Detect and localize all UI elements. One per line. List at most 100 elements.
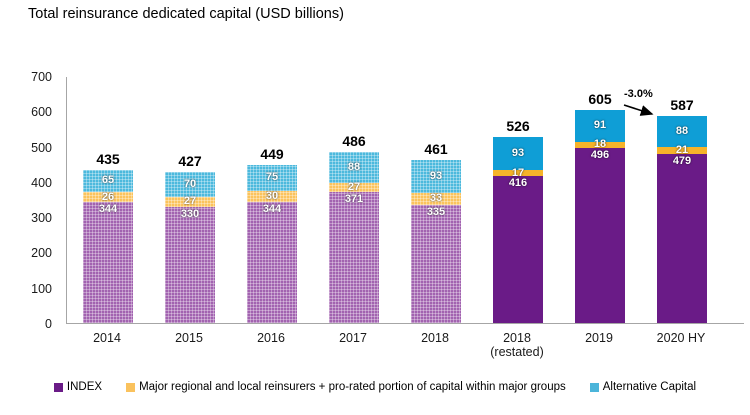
bar-segment-alternative: 65 <box>83 169 133 193</box>
bar-segment-regional: 21 <box>657 145 707 156</box>
bar-segment-index: 479 <box>657 154 707 323</box>
plot-area: 435 65 26 344 427 70 27 330 449 75 30 344 486 88 27 371… <box>66 77 744 324</box>
bar-column: 605 91 18 496 <box>559 76 641 323</box>
bar-total-label: 435 <box>96 150 120 167</box>
bar-segment-alternative: 88 <box>329 151 379 183</box>
y-axis: 0 100 200 300 400 500 600 700 <box>0 70 58 331</box>
y-axis-tick-label: 500 <box>31 140 52 155</box>
bar-segment-alternative: 88 <box>657 115 707 147</box>
x-axis-label-text: 2017 <box>339 331 367 345</box>
y-axis-tick-label: 200 <box>31 246 52 261</box>
bar-total-label: 427 <box>178 153 202 170</box>
decline-arrow-icon <box>623 104 654 116</box>
bar-total-label: 449 <box>260 145 284 162</box>
legend-item: Alternative Capital <box>589 381 697 393</box>
bar-column: 486 88 27 371 <box>313 76 395 323</box>
legend-swatch-icon <box>53 382 63 392</box>
bar-segment-index: 371 <box>329 192 379 323</box>
bar-total-label: 526 <box>506 118 530 135</box>
bar-segment-alternative: 93 <box>411 160 461 194</box>
y-axis-tick-label: 400 <box>31 175 52 190</box>
bar-segment-value: 344 <box>98 202 118 215</box>
x-axis-label: 2014 <box>66 331 148 360</box>
bar-segment-value: 416 <box>508 177 528 190</box>
x-axis-label: 2020 HY <box>640 331 722 360</box>
bar-segment-value: 75 <box>265 171 279 184</box>
x-axis-label: 2019 <box>558 331 640 360</box>
x-axis-label-text: 2019 <box>585 331 613 345</box>
bar-segment-index: 416 <box>493 176 543 323</box>
bar-stack: 587 88 21 479 <box>657 97 707 323</box>
x-axis-label: 2018 <box>394 331 476 360</box>
bar-segment-index: 344 <box>83 202 133 323</box>
bars-group: 435 65 26 344 427 70 27 330 449 75 30 344 486 88 27 371… <box>67 76 723 323</box>
bar-segment-index: 344 <box>247 202 297 323</box>
legend-label: Major regional and local reinsurers + pr… <box>139 381 566 393</box>
bar-stack: 526 93 17 416 <box>493 118 543 323</box>
bar-stack: 435 65 26 344 <box>83 151 133 323</box>
bar-stack: 427 70 27 330 <box>165 153 215 323</box>
x-axis-label: 2017 <box>312 331 394 360</box>
bar-segment-index: 330 <box>165 207 215 323</box>
bar-segment-value: 93 <box>429 170 443 183</box>
bar-segment-value: 88 <box>347 160 361 173</box>
bar-segment-value: 91 <box>593 119 607 132</box>
bar-segment-alternative: 75 <box>247 164 297 192</box>
chart-title: Total reinsurance dedicated capital (USD… <box>28 6 344 22</box>
x-axis-label: 2016 <box>230 331 312 360</box>
y-axis-tick-label: 600 <box>31 105 52 120</box>
bar-column: 435 65 26 344 <box>67 76 149 323</box>
y-axis-tick-label: 100 <box>31 281 52 296</box>
decline-annotation: -3.0% <box>624 88 653 100</box>
bar-segment-regional: 17 <box>493 166 543 179</box>
bar-stack: 486 88 27 371 <box>329 133 379 323</box>
x-axis: 2014 2015 2016 2017 2018 2018 (restated) 2019 2… <box>66 331 722 360</box>
bar-column: 427 70 27 330 <box>149 76 231 323</box>
bar-segment-regional: 33 <box>411 193 461 205</box>
bar-segment-regional: 27 <box>329 180 379 193</box>
legend-item: Major regional and local reinsurers + pr… <box>126 381 566 393</box>
bar-segment-value: 330 <box>180 207 200 220</box>
bar-segment-value: 371 <box>344 193 364 206</box>
bar-segment-value: 27 <box>347 180 361 193</box>
bar-segment-value: 30 <box>265 189 279 202</box>
bar-stack: 605 91 18 496 <box>575 91 625 323</box>
bar-total-label: 461 <box>424 141 448 158</box>
bar-segment-alternative: 91 <box>575 109 625 142</box>
x-axis-label-text: 2016 <box>257 331 285 345</box>
y-axis-tick-label: 300 <box>31 211 52 226</box>
bar-segment-value: 70 <box>183 178 197 191</box>
x-axis-label: 2015 <box>148 331 230 360</box>
bar-segment-value: 344 <box>262 202 282 215</box>
bar-column: 587 88 21 479 <box>641 76 723 323</box>
bar-total-label: 587 <box>670 96 694 113</box>
legend-label: Alternative Capital <box>602 381 697 393</box>
bar-segment-alternative: 70 <box>165 172 215 198</box>
x-axis-label-text: 2018 (restated) <box>490 331 544 360</box>
bar-segment-regional: 30 <box>247 189 297 202</box>
bar-segment-regional: 26 <box>83 190 133 203</box>
x-axis-label-text: 2020 HY <box>656 331 706 345</box>
bar-segment-value: 26 <box>101 190 115 203</box>
bar-segment-value: 479 <box>672 155 692 168</box>
bar-segment-index: 496 <box>575 147 625 323</box>
y-axis-tick-label: 700 <box>31 70 52 84</box>
bar-total-label: 486 <box>342 132 366 149</box>
x-axis-label-text: 2015 <box>175 331 203 345</box>
bar-column: 526 93 17 416 <box>477 76 559 323</box>
bar-column: 449 75 30 344 <box>231 76 313 323</box>
bar-segment-value: 17 <box>511 166 525 179</box>
bar-stack: 449 75 30 344 <box>247 146 297 323</box>
bar-segment-value: 65 <box>101 174 115 187</box>
legend-item: INDEX <box>53 381 103 393</box>
y-axis-tick-label: 0 <box>45 317 52 331</box>
bar-segment-index: 335 <box>411 205 461 323</box>
bar-segment-regional: 18 <box>575 139 625 150</box>
bar-stack: 461 93 33 335 <box>411 141 461 323</box>
bar-segment-value: 496 <box>590 148 610 161</box>
legend-label: INDEX <box>66 381 103 393</box>
bar-segment-value: 88 <box>675 124 689 137</box>
bar-column: 461 93 33 335 <box>395 76 477 323</box>
x-axis-label-text: 2018 <box>421 331 449 345</box>
